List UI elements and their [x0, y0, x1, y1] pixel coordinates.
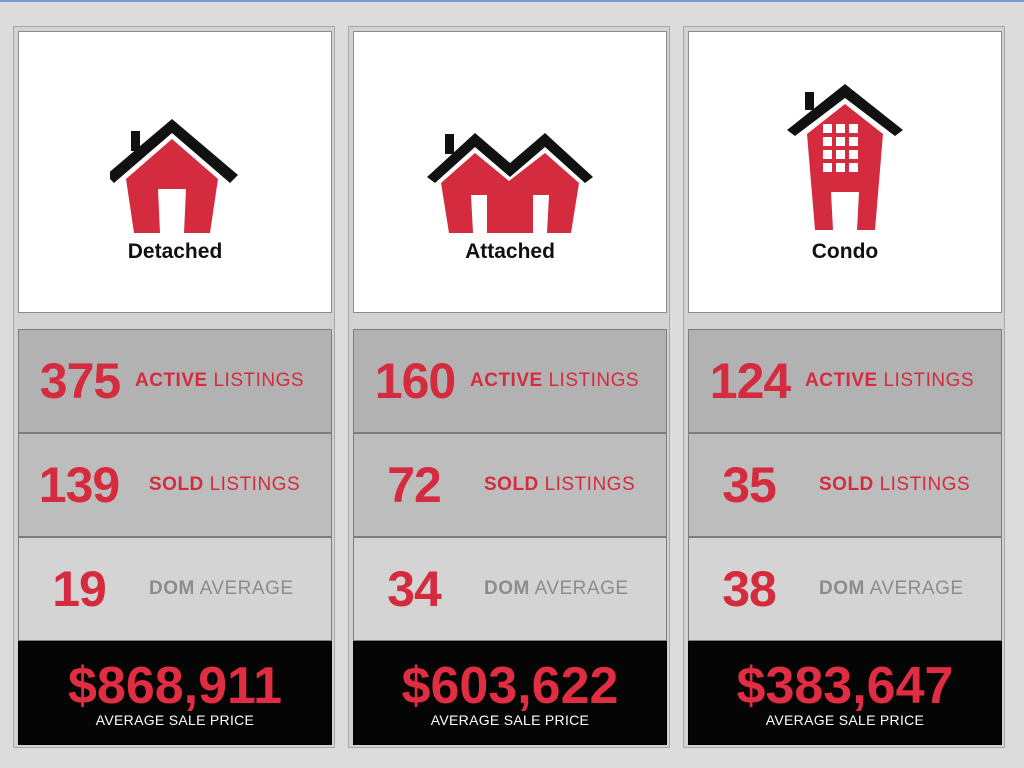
dom-average-label: DOM AVERAGE [819, 578, 964, 599]
property-type-card: Condo [688, 31, 1002, 313]
active-listings-row: 375 ACTIVE LISTINGS [18, 329, 332, 433]
property-type-card: Attached [353, 31, 667, 313]
active-listings-row: 124 ACTIVE LISTINGS [688, 329, 1002, 433]
sold-listings-row: 72 SOLD LISTINGS [353, 433, 667, 537]
active-listings-count: 375 [39, 353, 121, 409]
property-type-label: Condo [811, 240, 879, 263]
panel-condo: Condo 124 ACTIVE LISTINGS 35 SOLD LISTIN… [683, 26, 1005, 748]
panel-detached: Detached 375 ACTIVE LISTINGS 139 SOLD LI… [13, 26, 335, 748]
average-sale-price-label: AVERAGE SALE PRICE [765, 712, 925, 728]
sold-listings-count: 35 [722, 457, 777, 513]
property-type-label: Attached [465, 240, 555, 263]
sold-listings-label: SOLD LISTINGS [484, 474, 636, 495]
attached-house-icon [354, 107, 666, 237]
dom-average-value: 19 [52, 561, 107, 617]
sold-listings-label: SOLD LISTINGS [149, 474, 301, 495]
sold-listings-count: 72 [387, 457, 442, 513]
active-listings-count: 124 [709, 353, 791, 409]
average-sale-price: $868,911 [67, 657, 283, 715]
active-listings-label: ACTIVE LISTINGS [470, 370, 640, 391]
detached-house-icon [19, 107, 331, 237]
sold-listings-label: SOLD LISTINGS [819, 474, 971, 495]
dom-average-label: DOM AVERAGE [149, 578, 294, 599]
dom-average-value: 38 [722, 561, 777, 617]
average-sale-price-row: $868,911 AVERAGE SALE PRICE [18, 641, 332, 745]
dom-average-value: 34 [387, 561, 442, 617]
condo-building-icon [689, 82, 1001, 232]
average-sale-price: $383,647 [736, 657, 954, 715]
property-type-card: Detached [18, 31, 332, 313]
average-sale-price-label: AVERAGE SALE PRICE [430, 712, 590, 728]
average-sale-price: $603,622 [401, 657, 619, 715]
sold-listings-count: 139 [38, 457, 120, 513]
active-listings-row: 160 ACTIVE LISTINGS [353, 329, 667, 433]
panel-attached: Attached 160 ACTIVE LISTINGS 72 SOLD LIS… [348, 26, 670, 748]
sold-listings-row: 35 SOLD LISTINGS [688, 433, 1002, 537]
dom-average-row: 34 DOM AVERAGE [353, 537, 667, 641]
active-listings-label: ACTIVE LISTINGS [805, 370, 975, 391]
average-sale-price-row: $603,622 AVERAGE SALE PRICE [353, 641, 667, 745]
dom-average-row: 19 DOM AVERAGE [18, 537, 332, 641]
dom-average-row: 38 DOM AVERAGE [688, 537, 1002, 641]
property-type-label: Detached [127, 240, 223, 263]
active-listings-label: ACTIVE LISTINGS [135, 370, 305, 391]
average-sale-price-row: $383,647 AVERAGE SALE PRICE [688, 641, 1002, 745]
sold-listings-row: 139 SOLD LISTINGS [18, 433, 332, 537]
dom-average-label: DOM AVERAGE [484, 578, 629, 599]
average-sale-price-label: AVERAGE SALE PRICE [95, 712, 255, 728]
active-listings-count: 160 [374, 353, 456, 409]
